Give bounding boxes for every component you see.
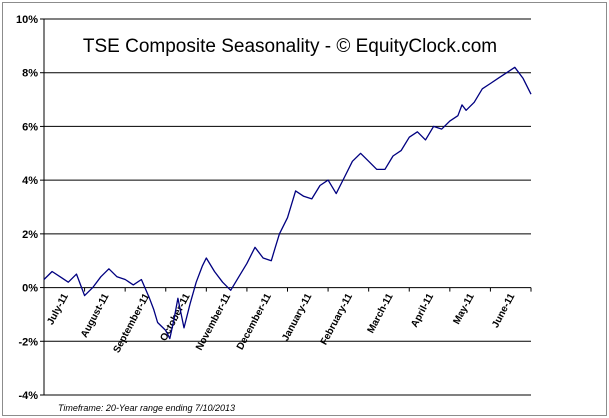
y-tick-label-6: -2% — [18, 336, 38, 348]
y-tick-label-4: 2% — [22, 229, 38, 241]
y-tick-label-2: 6% — [22, 121, 38, 133]
plot-area — [44, 19, 531, 395]
chart-footnote: Timeframe: 20-Year range ending 7/10/201… — [58, 403, 235, 413]
y-tick-label-5: 0% — [22, 283, 38, 295]
y-tick-label-7: -4% — [18, 390, 38, 402]
y-tick-label-3: 4% — [22, 175, 38, 187]
series-line — [43, 66, 532, 340]
y-tick-label-1: 8% — [22, 68, 38, 80]
chart-title: TSE Composite Seasonality - © EquityCloc… — [83, 36, 497, 57]
y-tick-label-0: 10% — [16, 14, 38, 26]
